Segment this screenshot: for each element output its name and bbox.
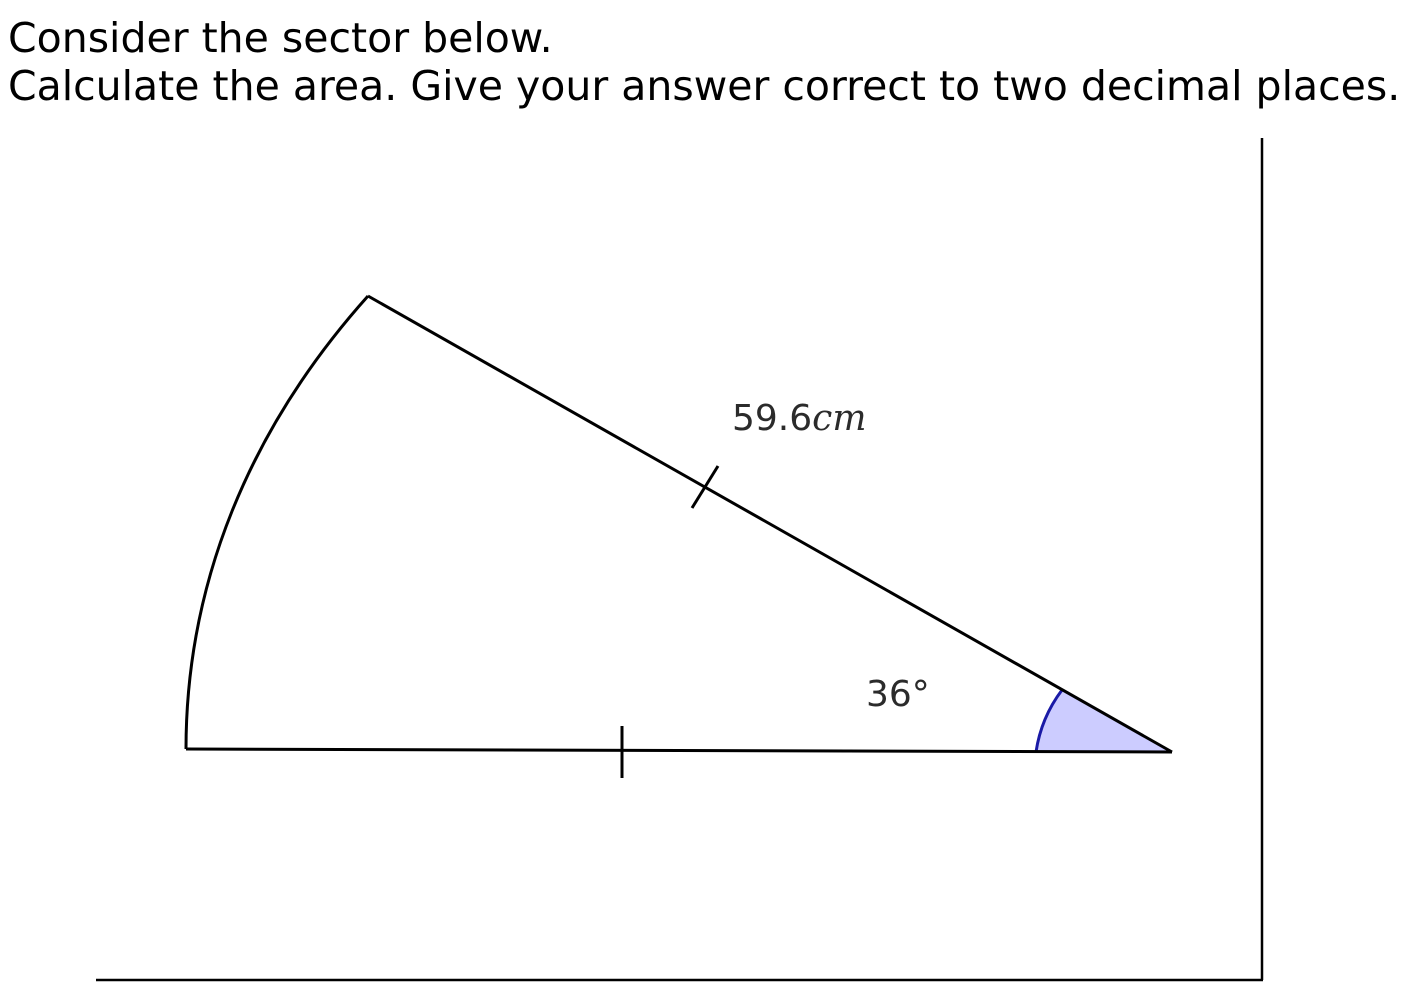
tick-mark-slanted-radius: [690, 465, 720, 509]
question-text: Consider the sector below. Calculate the…: [8, 14, 1400, 110]
sector-radius-bottom: [185, 747, 1173, 754]
question-line-2: Calculate the area. Give your answer cor…: [8, 62, 1401, 110]
angle-label: 36°: [866, 674, 930, 715]
radius-label: 59.6cm: [732, 398, 866, 439]
question-line-1: Consider the sector below.: [8, 14, 553, 62]
sector-radius-slanted: [367, 294, 1173, 754]
sector-arc: [184, 294, 370, 750]
angle-marker-fill: [1036, 690, 1172, 752]
radius-value: 59.6: [732, 398, 812, 439]
radius-unit: cm: [812, 398, 866, 439]
angle-marker-arc: [1034, 689, 1064, 753]
